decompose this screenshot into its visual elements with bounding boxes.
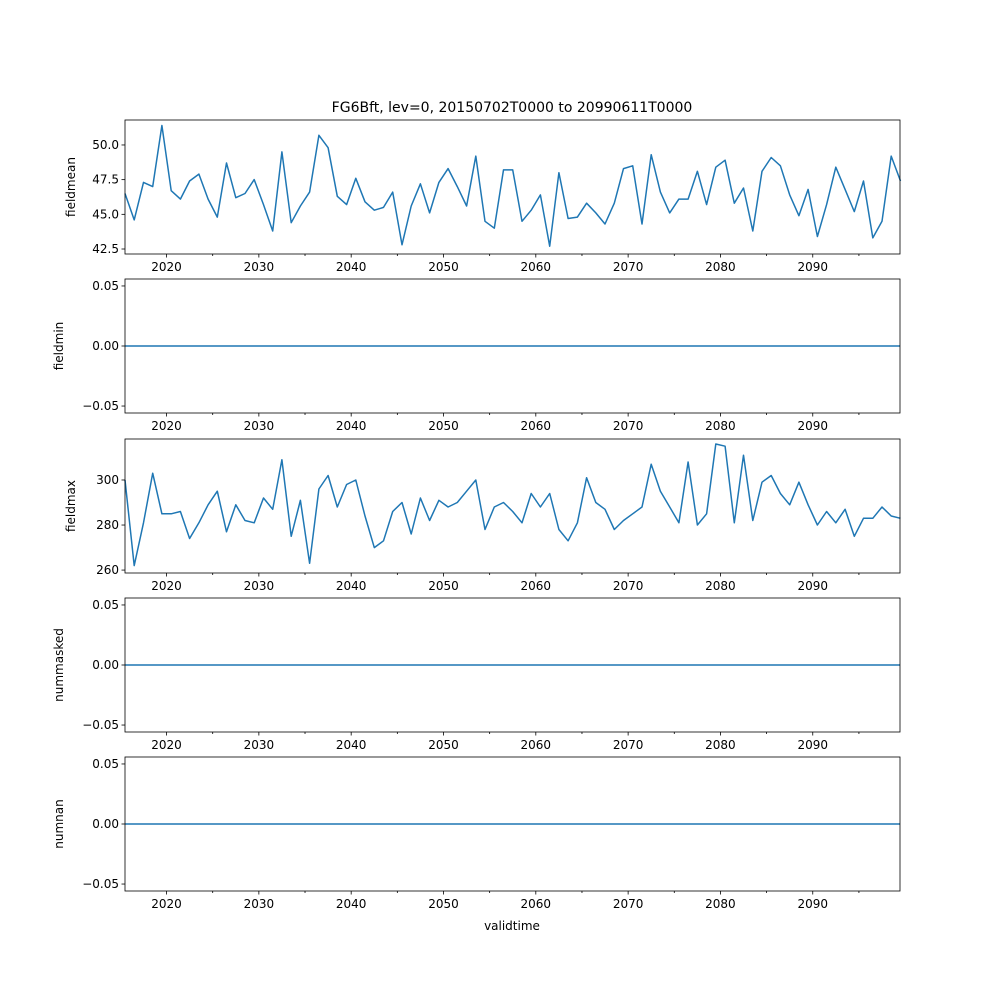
x-tick-label: 2040 — [336, 260, 367, 274]
y-tick-label: 0.05 — [92, 757, 119, 771]
y-tick-label: 0.00 — [92, 339, 119, 353]
y-tick-label: 50.0 — [92, 138, 119, 152]
x-tick-label: 2070 — [613, 579, 644, 593]
y-tick-label: 0.00 — [92, 817, 119, 831]
y-axis-label: fieldmax — [64, 480, 78, 532]
y-tick-label: 45.0 — [92, 207, 119, 221]
x-tick-label: 2030 — [244, 738, 275, 752]
x-tick-label: 2060 — [521, 738, 552, 752]
x-tick-label: 2080 — [705, 579, 736, 593]
x-tick-label: 2090 — [797, 579, 828, 593]
x-tick-label: 2060 — [521, 897, 552, 911]
x-tick-label: 2020 — [151, 738, 182, 752]
y-tick-label: 42.5 — [92, 242, 119, 256]
x-tick-label: 2040 — [336, 419, 367, 433]
x-tick-label: 2070 — [613, 738, 644, 752]
series-line-fieldmean — [124, 124, 902, 247]
x-tick-label: 2020 — [151, 419, 182, 433]
y-tick-label: 300 — [96, 473, 119, 487]
axes-frame-fieldmean — [124, 119, 901, 255]
y-tick-label: 47.5 — [92, 173, 119, 187]
x-tick-label: 2030 — [244, 579, 275, 593]
x-tick-label: 2040 — [336, 897, 367, 911]
x-tick-label: 2090 — [797, 260, 828, 274]
x-axis-label: validtime — [484, 919, 540, 933]
x-tick-label: 2060 — [521, 260, 552, 274]
y-tick-label: 260 — [96, 563, 119, 577]
x-tick-label: 2060 — [521, 579, 552, 593]
x-tick-label: 2050 — [428, 419, 459, 433]
x-tick-label: 2020 — [151, 260, 182, 274]
x-tick-label: 2020 — [151, 579, 182, 593]
x-tick-label: 2070 — [613, 419, 644, 433]
x-tick-label: 2080 — [705, 738, 736, 752]
chart-title: FG6Bft, lev=0, 20150702T0000 to 20990611… — [332, 100, 693, 116]
y-tick-label: 0.00 — [92, 658, 119, 672]
x-tick-label: 2030 — [244, 419, 275, 433]
x-tick-label: 2050 — [428, 260, 459, 274]
x-tick-label: 2090 — [797, 738, 828, 752]
x-tick-label: 2080 — [705, 419, 736, 433]
x-tick-label: 2030 — [244, 260, 275, 274]
y-tick-label: −0.05 — [82, 718, 119, 732]
y-axis-label: fieldmin — [52, 322, 66, 371]
y-axis-label: fieldmean — [64, 157, 78, 217]
y-tick-label: 0.05 — [92, 279, 119, 293]
y-tick-label: 0.05 — [92, 598, 119, 612]
x-tick-label: 2050 — [428, 579, 459, 593]
x-tick-label: 2090 — [797, 419, 828, 433]
y-tick-label: 280 — [96, 518, 119, 532]
y-axis-label: numnan — [52, 799, 66, 848]
y-tick-label: −0.05 — [82, 399, 119, 413]
y-tick-label: −0.05 — [82, 877, 119, 891]
x-tick-label: 2040 — [336, 579, 367, 593]
x-tick-label: 2040 — [336, 738, 367, 752]
series-line-fieldmax — [124, 443, 901, 567]
x-tick-label: 2060 — [521, 419, 552, 433]
x-tick-label: 2070 — [613, 897, 644, 911]
x-tick-label: 2090 — [797, 897, 828, 911]
x-tick-label: 2050 — [428, 897, 459, 911]
x-tick-label: 2050 — [428, 738, 459, 752]
x-tick-label: 2030 — [244, 897, 275, 911]
x-tick-label: 2080 — [705, 897, 736, 911]
x-tick-label: 2080 — [705, 260, 736, 274]
x-tick-label: 2020 — [151, 897, 182, 911]
axes-frame-fieldmax — [124, 438, 901, 574]
y-axis-label: nummasked — [52, 628, 66, 702]
x-tick-label: 2070 — [613, 260, 644, 274]
